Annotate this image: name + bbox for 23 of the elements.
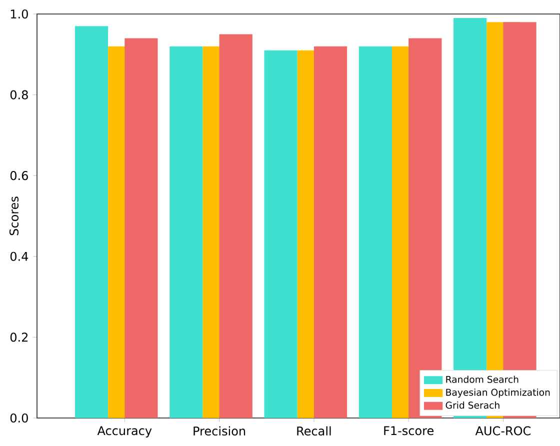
- x-tick-label: Accuracy: [97, 426, 152, 438]
- x-tick-label: Recall: [297, 426, 331, 436]
- x-tick-label: AUC-ROC: [475, 426, 531, 436]
- legend-label: Grid Serach: [446, 401, 500, 409]
- bar: [74, 26, 108, 418]
- x-tick-label: F1-score: [384, 426, 434, 436]
- y-tick-label: 0.6: [10, 171, 28, 180]
- y-axis-title: Scores: [9, 196, 19, 236]
- bar: [124, 38, 158, 418]
- bar: [219, 34, 252, 418]
- y-tick-label: 0.8: [10, 90, 28, 100]
- y-tick-label: 1.0: [10, 9, 28, 19]
- bar: [408, 38, 442, 418]
- bar: [170, 46, 203, 418]
- x-tick-label: Precision: [194, 426, 246, 436]
- bar: [358, 46, 392, 418]
- legend-label: Random Search: [446, 376, 518, 383]
- bar: [264, 50, 298, 418]
- y-tick-label: 0.4: [10, 252, 28, 261]
- bar: [314, 46, 348, 418]
- y-tick-label: 0.0: [10, 413, 28, 423]
- legend-label: Bayesian Optimization: [446, 388, 550, 398]
- y-tick-label: 0.2: [10, 332, 28, 342]
